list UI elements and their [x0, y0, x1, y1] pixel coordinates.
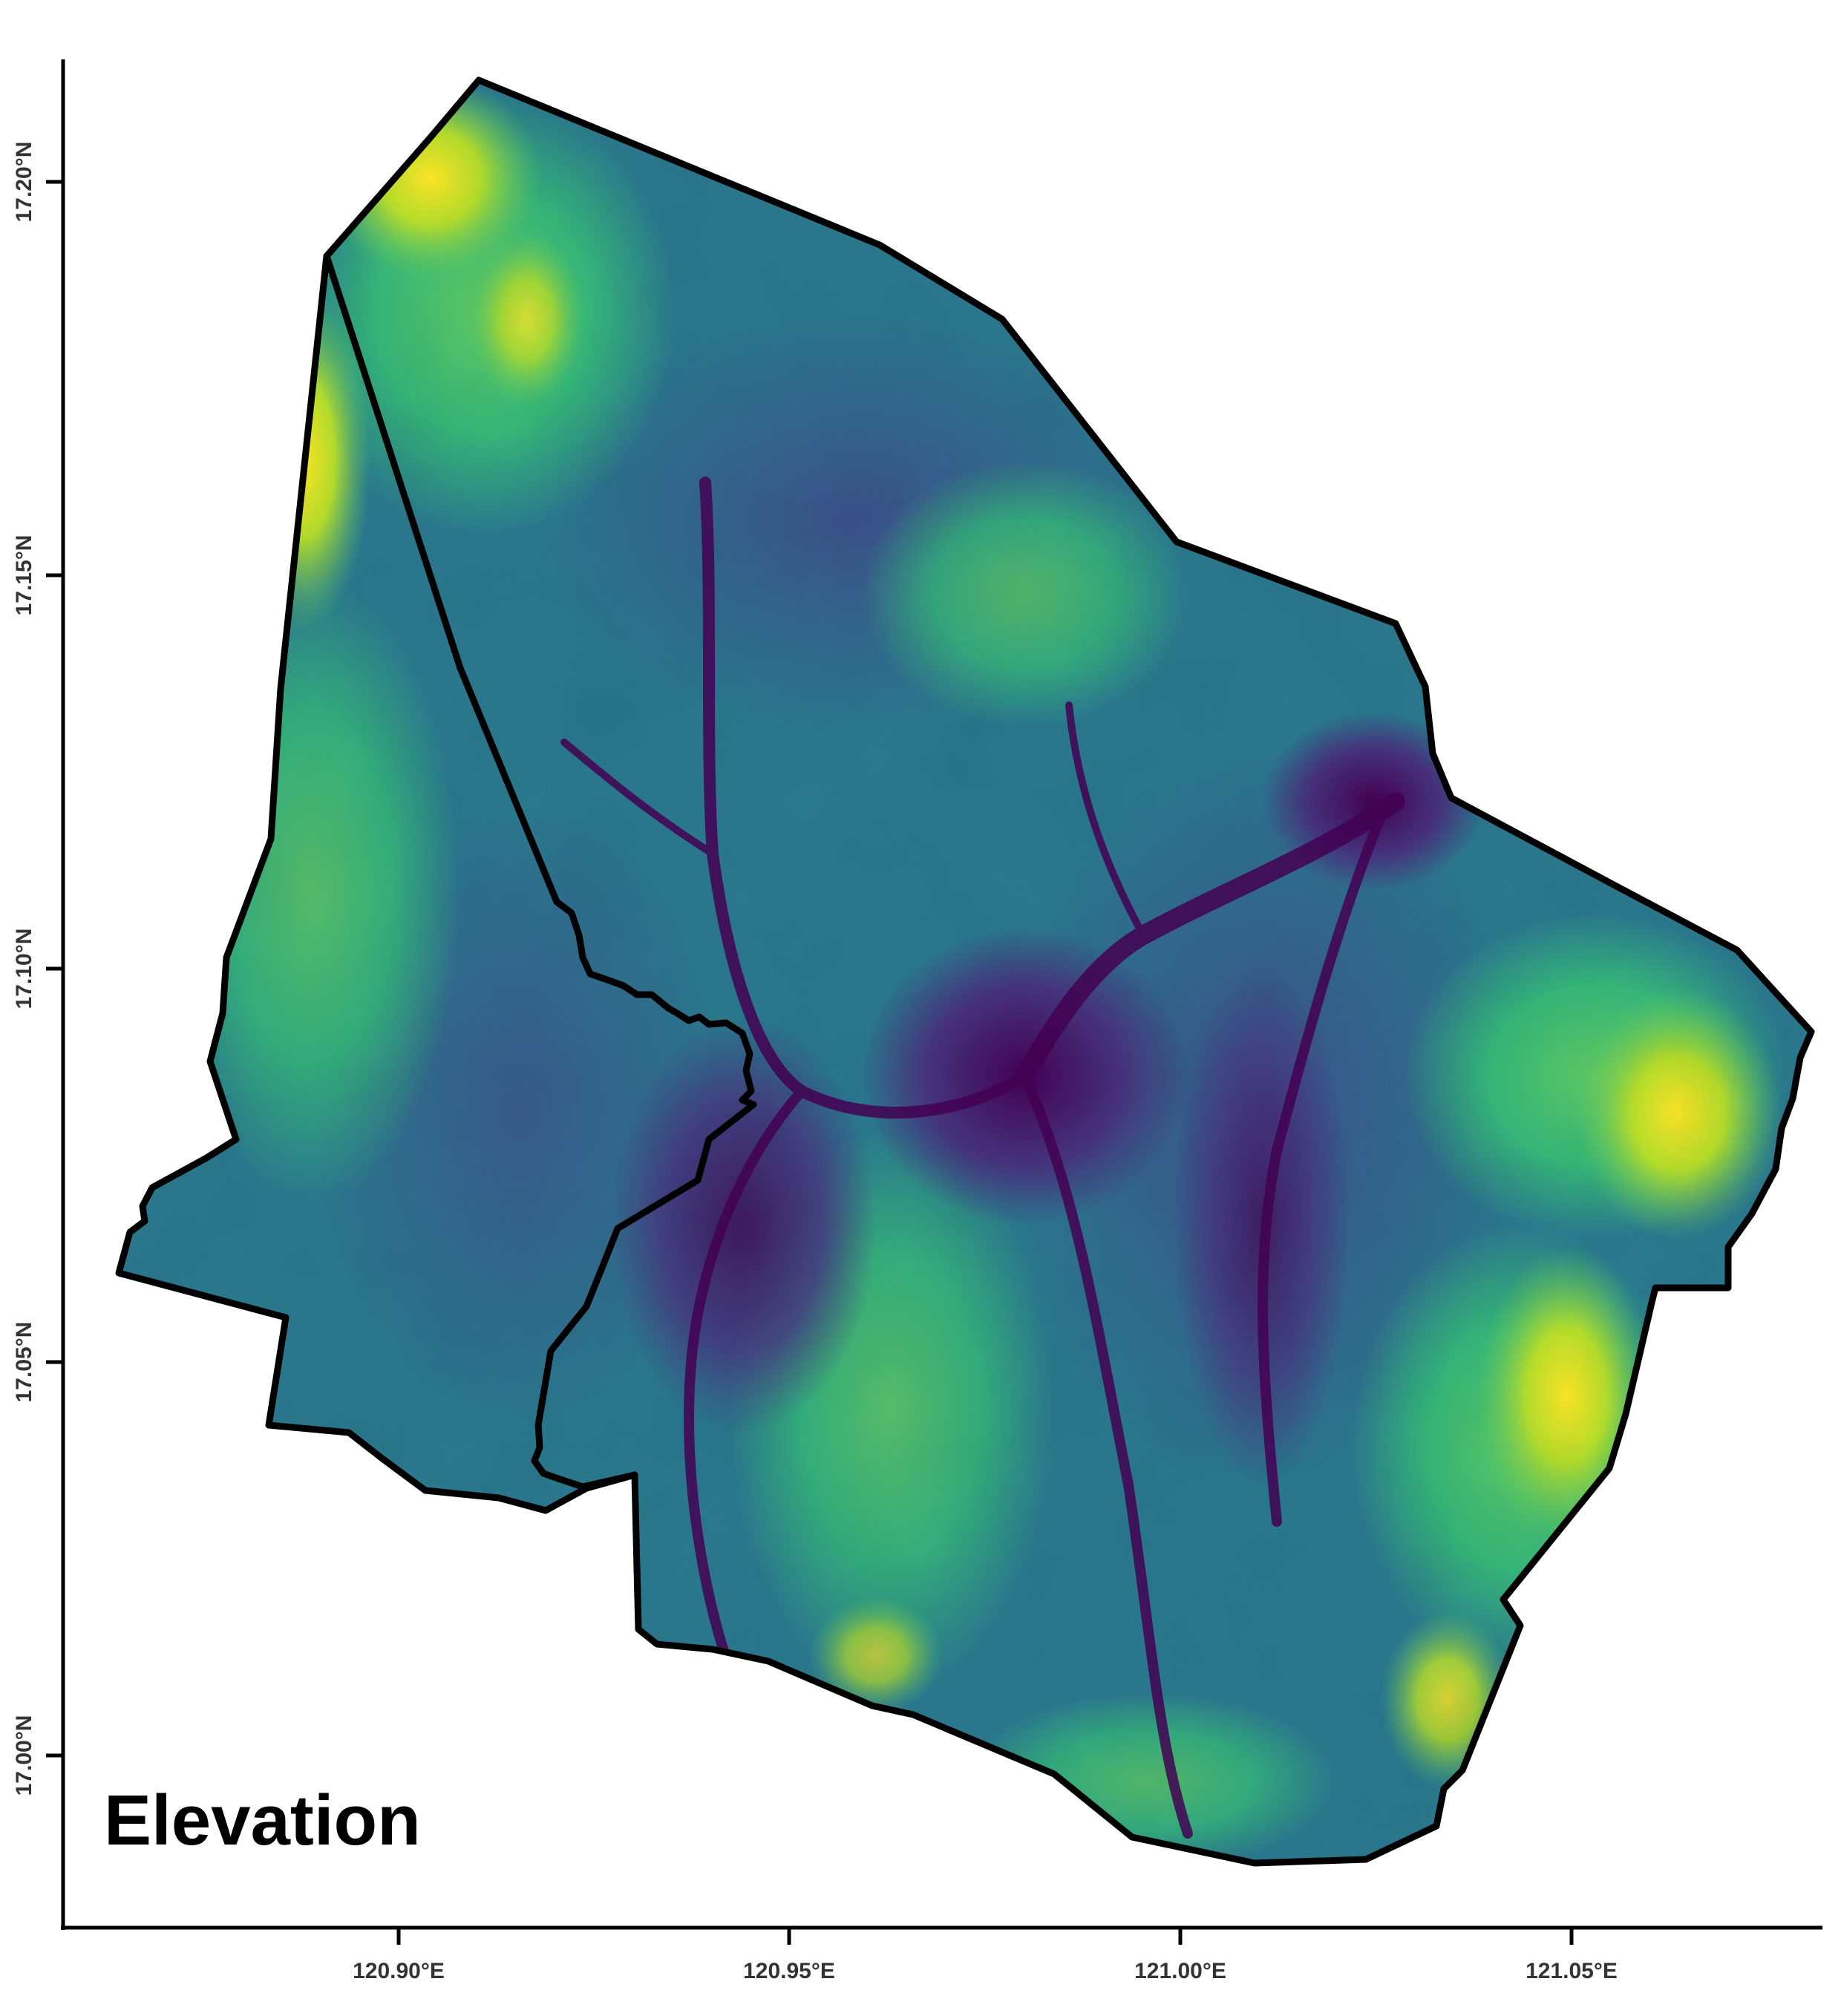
x-tick-label-120-90: 120.90°E [353, 1959, 445, 1983]
region-boundaries [115, 76, 1815, 1867]
axes [61, 59, 1822, 1930]
y-tick-label-17-10: 17.10°N [12, 929, 36, 1009]
x-tick-marks [396, 1928, 1574, 1945]
y-tick-label-17-20: 17.20°N [12, 142, 36, 223]
x-tick-label-120-95: 120.95°E [743, 1959, 835, 1983]
y-tick-label-17-15: 17.15°N [12, 535, 36, 616]
internal-boundary-west [323, 252, 757, 1490]
y-tick-label-17-00: 17.00°N [12, 1715, 36, 1796]
x-tick-label-121-00: 121.00°E [1134, 1959, 1226, 1983]
outer-boundary [115, 76, 1815, 1867]
y-tick-label-17-05: 17.05°N [12, 1322, 36, 1403]
y-tick-marks [46, 180, 63, 1758]
map-title: Elevation [104, 1781, 421, 1860]
x-tick-label-121-05: 121.05°E [1526, 1959, 1618, 1983]
elevation-raster [119, 80, 1811, 1863]
